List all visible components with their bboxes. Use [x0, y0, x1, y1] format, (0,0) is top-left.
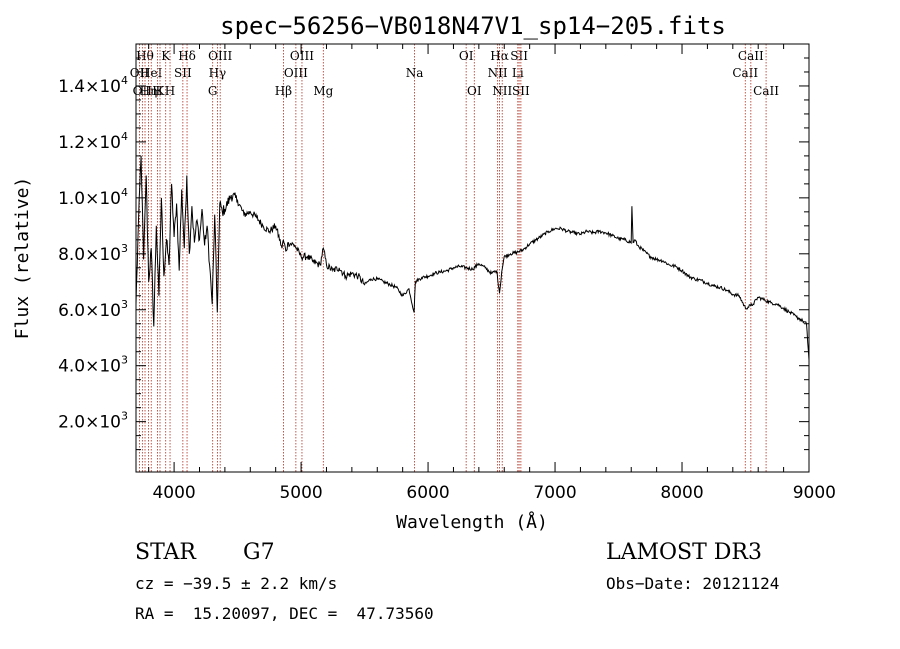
- line-label-18: Na: [406, 66, 424, 80]
- x-axis-label: Wavelength (Å): [396, 511, 548, 533]
- line-label-25: SII: [510, 49, 528, 63]
- x-tick-label: 7000: [533, 483, 576, 503]
- line-label-0: OII: [130, 66, 150, 80]
- line-label-21: NII: [488, 66, 508, 80]
- y-tick-label: 8.0×103: [58, 242, 128, 265]
- line-label-1: OII: [133, 84, 153, 98]
- y-tick-exponent: 3: [121, 354, 128, 367]
- y-tick-exponent: 3: [121, 298, 128, 311]
- y-tick-mantissa: 1.2×10: [58, 133, 121, 153]
- y-tick-label: 6.0×103: [58, 298, 128, 321]
- x-tick-label: 8000: [660, 483, 703, 503]
- spectrum-line: [135, 155, 810, 361]
- line-label-12: Hγ: [209, 66, 227, 80]
- y-tick-exponent: 4: [121, 74, 128, 87]
- line-label-13: OIII: [208, 49, 232, 63]
- object-subclass: G7: [243, 540, 275, 565]
- line-label-16: OIII: [290, 49, 314, 63]
- y-tick-label: 1.0×104: [58, 186, 128, 209]
- y-axis-label: Flux (relative): [12, 177, 33, 340]
- line-marker-layer: OIIOIIHθHηHeIHKKHSIIHδGHγOIIIHβOIIIOIIIM…: [130, 44, 779, 472]
- line-label-17: Mg: [313, 84, 333, 98]
- line-label-20: OI: [467, 84, 482, 98]
- y-tick-label: 1.4×104: [58, 74, 128, 97]
- line-label-4: HeI: [140, 66, 163, 80]
- object-class: STAR: [135, 540, 197, 565]
- x-axis-ticks: 4000 5000 6000 7000 8000 9000: [148, 44, 836, 503]
- y-tick-mantissa: 8.0×10: [58, 245, 121, 265]
- coordinates: RA = 15.20097, DEC = 47.73560: [135, 604, 434, 623]
- line-label-26: SII: [512, 84, 530, 98]
- y-tick-exponent: 3: [121, 242, 128, 255]
- line-label-19: OI: [459, 49, 474, 63]
- line-label-8: H: [165, 84, 175, 98]
- y-tick-label: 2.0×103: [58, 410, 128, 433]
- y-tick-exponent: 4: [121, 186, 128, 199]
- line-label-3: Hη: [140, 84, 158, 98]
- obs-date: Obs−Date: 20121124: [606, 574, 779, 593]
- redshift-readout: cz = −39.5 ± 2.2 km/s: [135, 574, 337, 593]
- line-label-5: H: [152, 84, 162, 98]
- line-label-15: OIII: [284, 66, 308, 80]
- y-tick-exponent: 3: [121, 410, 128, 423]
- line-label-14: Hβ: [275, 84, 292, 98]
- y-tick-exponent: 4: [121, 130, 128, 143]
- line-label-29: CaII: [753, 84, 779, 98]
- y-tick-label: 4.0×103: [58, 354, 128, 377]
- line-label-11: G: [208, 84, 218, 98]
- x-tick-label: 4000: [152, 483, 195, 503]
- line-label-2: Hθ: [136, 49, 154, 63]
- y-tick-label: 1.2×104: [58, 130, 128, 153]
- y-axis-ticks: 2.0×1034.0×1036.0×1038.0×1031.0×1041.2×1…: [58, 57, 809, 451]
- y-tick-mantissa: 6.0×10: [58, 301, 121, 321]
- line-label-28: CaII: [738, 49, 764, 63]
- y-tick-mantissa: 1.0×10: [58, 189, 121, 209]
- line-label-7: K: [161, 49, 171, 63]
- x-tick-label: 9000: [793, 483, 836, 503]
- line-label-27: CaII: [732, 66, 758, 80]
- y-tick-mantissa: 1.4×10: [58, 77, 121, 97]
- line-label-22: Hα: [490, 49, 509, 63]
- line-label-9: SII: [174, 66, 192, 80]
- y-tick-mantissa: 2.0×10: [58, 413, 121, 433]
- line-label-6: K: [156, 84, 166, 98]
- line-label-10: Hδ: [178, 49, 196, 63]
- y-tick-mantissa: 4.0×10: [58, 357, 121, 377]
- survey-name: LAMOST DR3: [606, 540, 762, 565]
- x-tick-label: 5000: [279, 483, 322, 503]
- plot-frame: [135, 43, 810, 473]
- chart-title: spec−56256−VB018N47V1_sp14−205.fits: [220, 12, 726, 40]
- spectrum-layer: [135, 155, 810, 361]
- x-tick-label: 6000: [406, 483, 449, 503]
- line-label-24: Li: [512, 66, 524, 80]
- line-label-23: NII: [492, 84, 512, 98]
